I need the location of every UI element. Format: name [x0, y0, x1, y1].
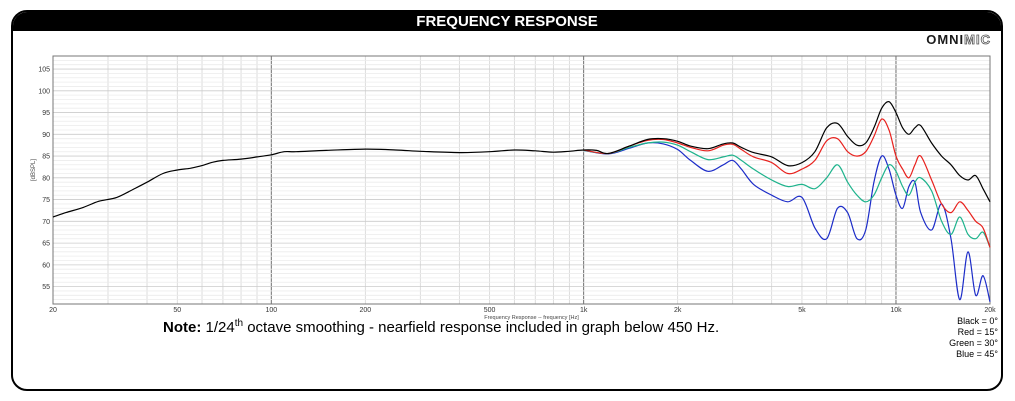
note-text-b: octave smoothing - nearfield response in… — [243, 319, 720, 336]
x-tick-label: 10k — [890, 307, 902, 314]
x-tick-label: 200 — [359, 307, 371, 314]
y-tick-label: 85 — [42, 154, 50, 161]
logo-omni: OMNI — [926, 32, 965, 47]
legend-entry-15: Red = 15° — [957, 327, 998, 337]
omnimic-logo: OMNIMIC — [926, 32, 991, 48]
y-tick-label: 65 — [42, 241, 50, 248]
logo-mic: MIC — [964, 32, 991, 48]
note-sup: th — [234, 318, 244, 329]
y-tick-label: 70 — [42, 219, 50, 226]
y-tick-label: 90 — [42, 132, 50, 139]
legend-entry-0: Black = 0° — [957, 316, 998, 326]
x-tick-label: 50 — [173, 307, 181, 314]
legend-entry-45: Blue = 45° — [956, 349, 998, 359]
y-tick-label: 100 — [38, 88, 50, 95]
x-tick-label: 2k — [674, 307, 682, 314]
chart-title: FREQUENCY RESPONSE — [13, 12, 1001, 31]
x-tick-label: 20k — [984, 307, 996, 314]
angle-legend: Black = 0° Red = 15° Green = 30° Blue = … — [949, 316, 998, 360]
x-tick-label: 20 — [49, 307, 57, 314]
y-tick-label: 80 — [42, 175, 50, 182]
note-text-a: 1/24 — [201, 319, 235, 336]
y-tick-label: 60 — [42, 262, 50, 269]
series-line-black — [52, 101, 991, 218]
x-axis-label: Frequency Response -- frequency [Hz] — [484, 315, 579, 321]
series-line-red — [583, 118, 991, 248]
legend-entry-30: Green = 30° — [949, 338, 998, 348]
y-axis-label: [dBSPL] — [31, 159, 37, 181]
plot-border — [52, 55, 991, 305]
note-label: Note: — [163, 319, 202, 336]
y-tick-label: 75 — [42, 197, 50, 204]
y-tick-label: 105 — [38, 67, 50, 74]
y-tick-label: 95 — [42, 110, 50, 117]
series-line-green — [583, 141, 991, 248]
x-tick-label: 500 — [484, 307, 496, 314]
x-tick-label: 100 — [265, 307, 277, 314]
y-tick-label: 55 — [42, 284, 50, 291]
x-tick-label: 1k — [580, 307, 588, 314]
smoothing-note: Note: 1/24th octave smoothing - nearfiel… — [163, 318, 719, 336]
plot-area — [53, 56, 990, 304]
x-tick-label: 5k — [798, 307, 806, 314]
